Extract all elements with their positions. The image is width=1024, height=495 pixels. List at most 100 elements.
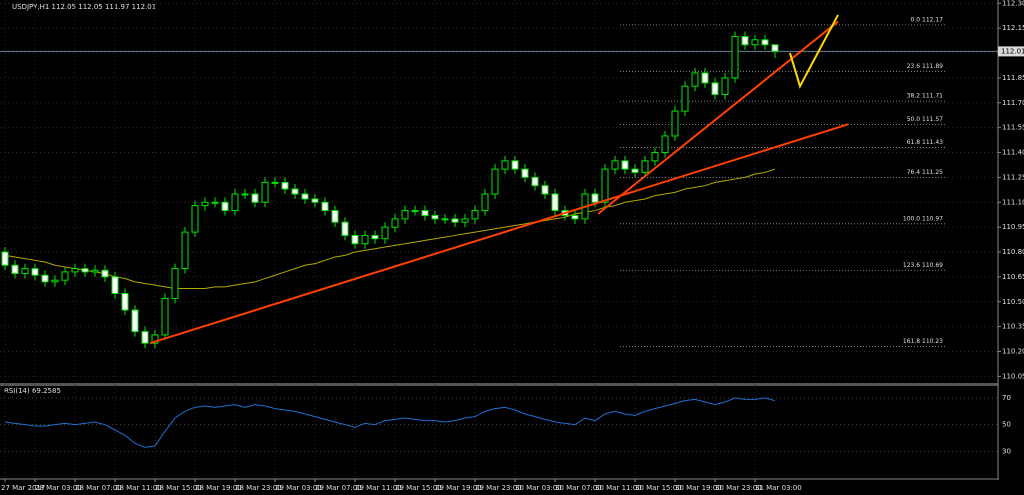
rsi-label: RSI(14) 69.2585 [4,387,61,395]
x-tick-label: 30 Mar 19:00 [675,484,722,492]
x-tick-label: 29 Mar 03:00 [275,484,322,492]
candle-body [131,309,139,333]
candle-body [471,210,479,220]
candle-body [641,160,649,173]
candle-body [391,218,399,228]
candle-body [521,168,529,178]
pane-separator [0,383,998,386]
candle-body [721,77,729,96]
candle-body [71,268,79,273]
candle-body [231,193,239,212]
candle-body [261,181,269,203]
candle-body [711,82,719,96]
y-tick-label: 110.35 [1002,323,1024,331]
candle-body [701,72,709,84]
y-tick-label: 111.85 [1002,74,1024,82]
candle-body [321,201,329,212]
candle-body [551,193,559,212]
candle-body [251,193,259,203]
candle-body [651,152,659,162]
fibo-label: 0.0 112.17 [911,16,944,23]
x-tick-label: 29 Mar 11:00 [355,484,402,492]
y-tick-label: 112.15 [1002,24,1024,32]
rsi-tick-label: 50 [1002,421,1011,429]
candle-body [341,221,349,236]
x-tick-label: 28 Mar 19:00 [195,484,242,492]
x-tick-label: 28 Mar 07:00 [75,484,122,492]
x-tick-label: 27 Mar 2017 [1,484,45,492]
y-tick-label: 111.10 [1002,198,1024,206]
moving-average [4,168,776,289]
candle-body [51,279,59,283]
candle-body [601,168,609,203]
candle-body [171,268,179,299]
candle-body [141,331,149,344]
candle-body [541,185,549,195]
candle-body [201,201,209,207]
candle-body [621,160,629,170]
x-tick-label: 30 Mar 23:00 [715,484,762,492]
x-tick-label: 29 Mar 15:00 [395,484,442,492]
fibo-label: 23.6 111.89 [907,63,943,70]
y-tick-label: 112.30 [1002,0,1024,7]
candle-body [11,264,19,275]
y-tick-label: 110.80 [1002,248,1024,256]
trendline [149,123,849,345]
candle-body [31,268,39,276]
y-tick-label: 110.05 [1002,372,1024,380]
fibo-label: 61.8 111.43 [907,139,943,146]
candle-body [331,210,339,223]
rsi-tick-label: 30 [1002,447,1011,455]
x-tick-label: 30 Mar 11:00 [595,484,642,492]
x-tick-label: 29 Mar 23:00 [475,484,522,492]
fibo-label: 100.0 110.97 [903,215,943,222]
candle-body [61,271,69,281]
candle-body [571,215,579,220]
candle-body [491,168,499,195]
x-tick-label: 29 Mar 19:00 [435,484,482,492]
candle-body [161,297,169,336]
y-tick-label: 111.70 [1002,99,1024,107]
candle-body [531,176,539,187]
candle-body [351,234,359,245]
candle-body [501,160,509,170]
y-tick-label: 110.65 [1002,273,1024,281]
candle-body [731,35,739,79]
fibo-label: 38.2 111.71 [907,93,943,100]
candle-body [271,181,279,184]
y-tick-label: 111.40 [1002,149,1024,157]
x-tick-label: 31 Mar 03:00 [755,484,802,492]
candle-body [631,168,639,173]
candle-body [431,215,439,220]
candle-body [371,234,379,240]
candle-body [81,268,89,273]
x-tick-label: 28 Mar 15:00 [155,484,202,492]
chart-title: USDJPY,H1 112.05 112.05 111.97 112.01 [12,3,156,11]
x-tick-label: 30 Mar 15:00 [635,484,682,492]
candle-body [611,160,619,170]
candle-body [741,35,749,46]
x-tick-label: 30 Mar 07:00 [555,484,602,492]
candle-body [411,210,419,213]
price-tag [998,46,1024,57]
candle-body [771,44,779,52]
fibo-label: 76.4 111.25 [907,169,943,176]
x-tick-label: 29 Mar 07:00 [315,484,362,492]
trendline [789,14,839,89]
y-tick-label: 110.50 [1002,298,1024,306]
candle-body [221,201,229,212]
candle-body [121,292,129,311]
candle-body [511,160,519,170]
fibo-label: 50.0 111.57 [907,116,943,123]
candle-body [41,274,49,283]
candle-body [1,251,9,266]
rsi-line [4,397,776,448]
candle-body [591,193,599,203]
fibo-label: 123.6 110.69 [903,262,943,269]
candle-body [681,85,689,112]
candle-body [101,269,109,278]
trendline [597,20,839,215]
price-tag-label: 112.01 [1001,47,1024,55]
candle-body [181,231,189,270]
